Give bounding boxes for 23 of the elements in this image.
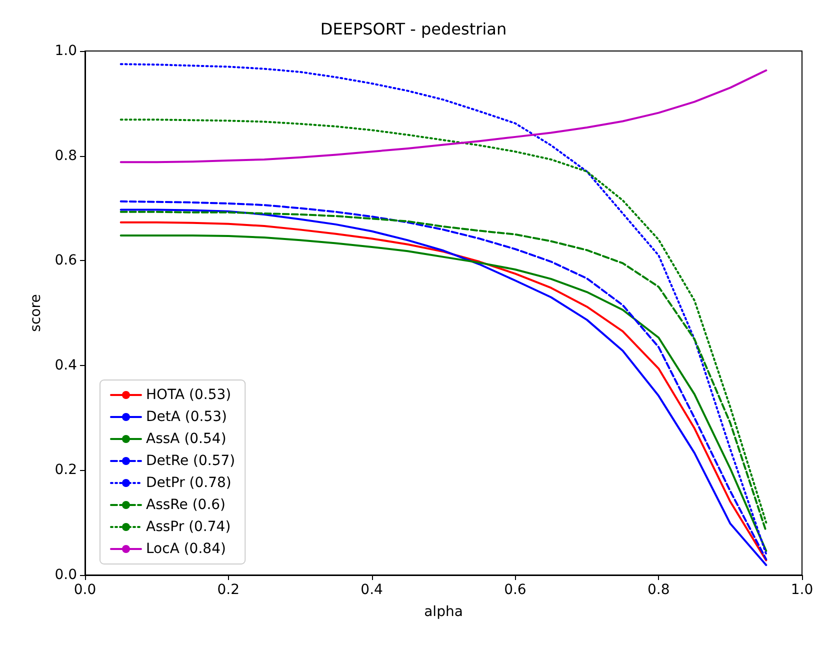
y-tick-label: 0.0 — [54, 567, 77, 583]
y-tick-label: 0.2 — [54, 462, 77, 478]
legend-label: AssA (0.54) — [146, 431, 226, 447]
x-tick-label: 0.6 — [504, 582, 526, 598]
y-axis-title: score — [28, 294, 44, 332]
legend-label: HOTA (0.53) — [146, 387, 232, 403]
y-tick-label: 0.4 — [54, 357, 78, 374]
x-tick-label: 0.2 — [217, 582, 240, 598]
legend-label: DetPr (0.78) — [146, 475, 232, 491]
x-tick-label: 0.8 — [647, 582, 670, 598]
legend-label: AssPr (0.74) — [146, 519, 231, 535]
legend-label: DetRe (0.57) — [146, 453, 236, 469]
y-tick-label: 0.6 — [54, 252, 78, 269]
legend-label: LocA (0.84) — [146, 541, 226, 557]
x-tick-label: 0.4 — [360, 582, 384, 598]
legend-label: DetA (0.53) — [146, 409, 228, 425]
y-tick-label: 1.0 — [54, 43, 77, 59]
legend-label: AssRe (0.6) — [146, 497, 226, 513]
chart-title: DEEPSORT - pedestrian — [320, 20, 507, 38]
x-tick-label: 1.0 — [790, 582, 814, 598]
y-tick-label: 0.8 — [54, 148, 77, 164]
x-axis-title: alpha — [424, 604, 463, 620]
x-tick-label: 0.0 — [74, 582, 96, 598]
